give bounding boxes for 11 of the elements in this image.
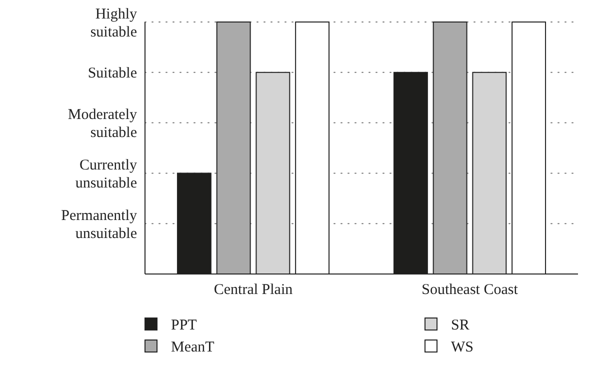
text: Moderately suitable [68, 107, 138, 142]
legend-label: WS [451, 339, 474, 356]
text: Currently unsuitable [75, 157, 138, 192]
legend-label: SR [451, 317, 470, 334]
legend-label: MeanT [171, 339, 214, 356]
text: Permanently unsuitable [61, 208, 138, 242]
x-tick-label: Central Plain [214, 282, 294, 298]
legend-label: PPT [171, 317, 197, 334]
text: Suitable [88, 66, 138, 82]
x-tick-label: Southeast Coast [422, 282, 519, 298]
text: Highly suitable [90, 6, 138, 40]
